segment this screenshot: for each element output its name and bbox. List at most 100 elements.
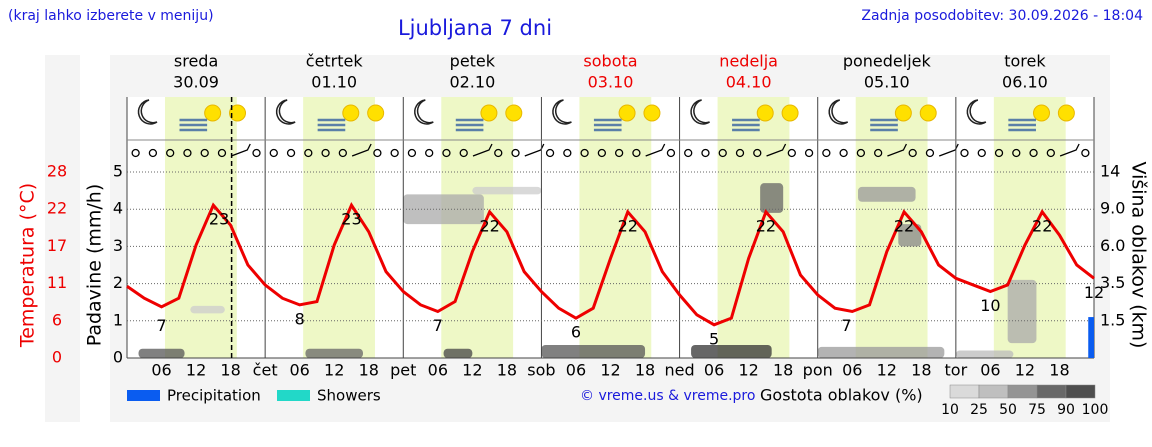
x-tick-label: 18	[635, 361, 655, 380]
x-tick-label: 12	[1015, 361, 1035, 380]
wind-calm	[166, 148, 175, 158]
wind-calm	[787, 148, 796, 158]
left-strip	[45, 55, 80, 422]
day-date: 05.10	[864, 73, 910, 92]
moon-icon	[828, 99, 849, 125]
wind-barb	[351, 143, 372, 157]
wind-calm	[425, 148, 434, 158]
temperature-label: 10	[980, 296, 1000, 315]
cloud-legend-label: 25	[970, 402, 988, 418]
x-tick-label: 06	[566, 361, 586, 380]
wind-calm	[1081, 148, 1090, 158]
temperature-label: 7	[156, 316, 166, 335]
sun-icon	[618, 104, 636, 122]
wind-calm	[563, 148, 572, 158]
day-date: 04.10	[726, 73, 772, 92]
x-tick-label: sob	[527, 361, 555, 380]
moon-icon	[552, 99, 572, 125]
legend-label: Precipitation	[167, 387, 261, 405]
wind-calm	[1046, 148, 1055, 158]
wind-calm	[580, 148, 589, 158]
wind-calm	[390, 148, 399, 158]
cloud-shade	[1007, 279, 1037, 344]
wind-calm	[874, 148, 883, 158]
day-name: petek	[450, 52, 496, 71]
wind-calm	[632, 148, 641, 158]
y-tick-label: 5	[113, 162, 123, 181]
temperature-label: 22	[756, 216, 776, 235]
x-tick-label: 18	[220, 361, 240, 380]
cloud-shade	[898, 224, 922, 247]
wind-calm	[977, 148, 986, 158]
cloud-shade	[472, 186, 542, 195]
x-tick-label: ned	[665, 361, 695, 380]
wind-calm	[701, 148, 710, 158]
sun-icon	[894, 104, 912, 122]
wind-calm	[304, 148, 313, 158]
temperature-tick-label: 22	[47, 199, 67, 218]
cloud-shade	[760, 183, 784, 213]
day-name: četrtek	[306, 52, 364, 71]
sun-icon	[204, 104, 222, 122]
wind-calm	[994, 148, 1004, 158]
cloud-shade	[190, 305, 225, 314]
temperature-label: 7	[433, 316, 443, 335]
moon-icon	[966, 99, 987, 125]
cloud-shade	[955, 350, 1014, 358]
x-tick-label: 18	[359, 361, 379, 380]
wind-calm	[442, 148, 451, 158]
cloud-shade	[443, 348, 473, 358]
day-name: ponedeljek	[843, 52, 932, 71]
wind-calm	[597, 148, 607, 158]
credit: © vreme.us & vreme.pro	[580, 388, 755, 404]
temperature-label: 7	[841, 316, 851, 335]
temperature-tick-label: 17	[47, 236, 67, 255]
temperature-tick-label: 28	[47, 162, 67, 181]
x-tick-label: pon	[803, 361, 833, 380]
wind-calm	[131, 148, 140, 158]
moon-icon	[137, 99, 158, 125]
moon-icon	[275, 99, 296, 125]
cloud-legend-label: 50	[999, 402, 1017, 418]
wind-calm	[217, 148, 227, 158]
temperature-label: 22	[894, 216, 914, 235]
day-name: nedelja	[719, 52, 778, 71]
wind-barb	[231, 143, 251, 157]
temperature-label: 22	[479, 216, 499, 235]
wind-calm	[822, 148, 831, 158]
x-tick-label: 06	[704, 361, 724, 380]
cloud-shade	[817, 346, 945, 358]
cloud-legend-swatch	[1065, 384, 1096, 399]
x-tick-label: 12	[186, 361, 206, 380]
temperature-label: 5	[709, 329, 719, 348]
note: (kraj lahko izberete v meniju)	[8, 8, 214, 24]
wind-calm	[1029, 148, 1038, 158]
wind-calm	[718, 148, 727, 158]
sun-icon	[756, 104, 774, 122]
sun-icon	[1057, 104, 1075, 122]
wind-calm	[200, 148, 209, 158]
cloud-legend-label: 90	[1057, 402, 1075, 418]
y2-tick-label: 1.5	[1100, 310, 1125, 329]
temperature-label: 6	[571, 323, 581, 342]
sun-icon	[1033, 104, 1051, 122]
cloud-shade	[138, 348, 185, 358]
cloud-shade	[305, 348, 363, 358]
day-name: sobota	[583, 52, 637, 71]
wind-calm	[148, 148, 158, 158]
temperature-tick-label: 0	[52, 348, 62, 367]
day-date: 03.10	[588, 73, 634, 92]
x-tick-label: 12	[324, 361, 344, 380]
sun-icon	[480, 104, 498, 122]
wind-barb	[1059, 143, 1080, 157]
wind-calm	[494, 148, 503, 158]
sun-icon	[781, 104, 799, 122]
temperature-tick-label: 11	[47, 273, 67, 292]
x-tick-label: 06	[151, 361, 171, 380]
updated: Zadnja posodobitev: 30.09.2026 - 18:04	[861, 8, 1143, 24]
cloud-legend-label: 75	[1028, 402, 1046, 418]
y2-tick-label: 9.0	[1100, 199, 1125, 218]
wind-barb	[645, 143, 666, 157]
precip-bar	[1088, 317, 1094, 358]
